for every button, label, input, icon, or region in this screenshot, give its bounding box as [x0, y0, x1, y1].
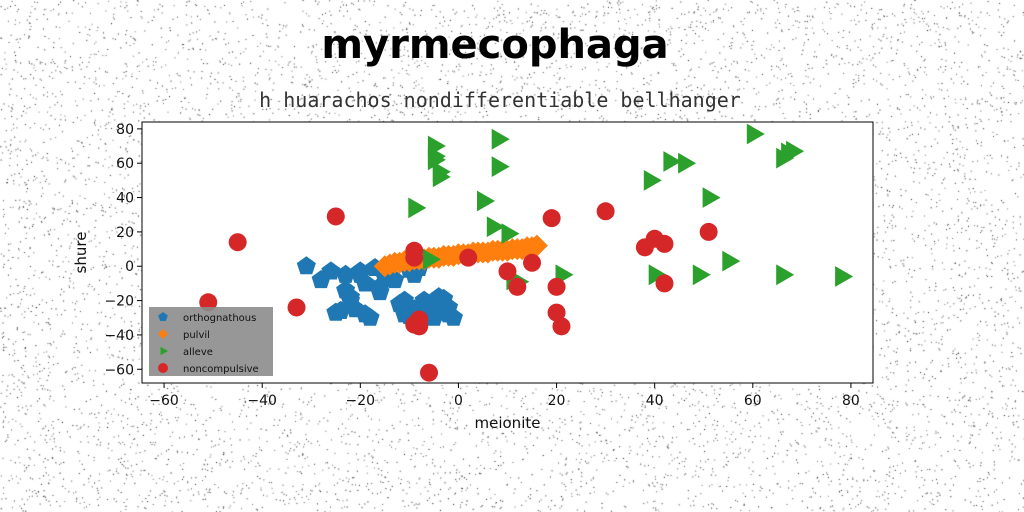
plot-marks — [199, 123, 854, 382]
x-tick-label: 80 — [842, 393, 860, 409]
data-point — [321, 261, 341, 280]
data-point — [491, 128, 510, 150]
y-axis-label: shure — [72, 232, 90, 274]
legend-marker — [158, 329, 168, 339]
data-point — [420, 363, 439, 382]
data-point — [776, 264, 795, 286]
data-point — [405, 248, 424, 267]
data-point — [655, 274, 674, 293]
data-point — [678, 152, 697, 174]
data-point — [287, 298, 306, 317]
legend-marker — [160, 346, 168, 356]
data-point — [699, 222, 718, 241]
data-point — [663, 151, 682, 172]
legend-marker — [158, 312, 168, 321]
legend: orthognathous pulvil alleve noncompulsive — [149, 307, 273, 376]
data-point — [746, 123, 765, 145]
series-noncompulsive — [199, 202, 718, 382]
data-point — [370, 282, 390, 301]
data-point — [326, 302, 346, 321]
data-point — [459, 248, 478, 267]
x-axis-ticks: −60 −40 −20 0 20 40 60 80 — [149, 383, 860, 409]
data-point — [501, 223, 520, 244]
data-point — [423, 249, 441, 270]
data-point — [523, 253, 542, 272]
data-point — [341, 290, 360, 309]
data-point — [702, 187, 721, 208]
data-point — [552, 317, 571, 336]
y-tick-label: 80 — [116, 122, 134, 138]
data-point — [355, 304, 375, 323]
data-point — [491, 156, 510, 177]
y-tick-label: −60 — [104, 362, 134, 378]
data-point — [643, 170, 662, 191]
data-point — [434, 297, 454, 316]
data-point — [547, 277, 566, 296]
data-point — [395, 290, 414, 309]
data-point — [350, 261, 370, 280]
y-tick-label: 60 — [116, 156, 134, 172]
data-point — [692, 264, 711, 286]
data-point — [296, 256, 316, 275]
data-point — [405, 315, 424, 334]
data-point — [786, 140, 805, 162]
data-point — [427, 149, 446, 171]
chart-title: myrmecophaga — [321, 22, 669, 68]
data-point — [486, 216, 505, 238]
data-point — [596, 202, 615, 221]
x-tick-label: 0 — [454, 393, 463, 409]
y-tick-label: −20 — [104, 294, 134, 310]
data-point — [722, 250, 741, 272]
legend-marker — [158, 363, 168, 373]
data-point — [498, 262, 517, 281]
x-tick-label: −60 — [149, 393, 179, 409]
y-tick-label: 20 — [116, 225, 134, 241]
data-point — [432, 166, 451, 188]
data-point — [542, 209, 561, 228]
data-point — [228, 233, 247, 252]
x-tick-label: 40 — [646, 393, 664, 409]
legend-entry: orthognathous — [183, 313, 256, 324]
plot-frame — [141, 121, 874, 384]
data-point — [336, 264, 356, 283]
x-tick-label: −40 — [247, 393, 277, 409]
legend-entry: noncompulsive — [183, 364, 259, 375]
data-point — [199, 293, 218, 312]
data-point — [547, 303, 566, 322]
legend-entry: alleve — [183, 347, 213, 358]
data-point — [648, 264, 667, 286]
legend-box — [149, 307, 273, 376]
y-axis-ticks: −60 −40 −20 0 20 40 60 80 — [104, 122, 142, 378]
chart-subtitle: h huarachos nondifferentiable bellhanger — [259, 88, 741, 112]
data-point — [408, 197, 427, 219]
data-point — [508, 277, 527, 296]
legend-entry: pulvil — [183, 330, 210, 341]
y-tick-label: 40 — [116, 191, 134, 207]
x-axis-label: meionite — [475, 414, 541, 432]
data-point — [655, 234, 674, 253]
data-point — [477, 190, 495, 212]
data-point — [525, 234, 548, 257]
y-tick-label: −40 — [104, 328, 134, 344]
x-tick-label: −20 — [346, 393, 376, 409]
x-tick-label: 60 — [744, 393, 762, 409]
data-point — [835, 266, 854, 287]
x-tick-label: 20 — [548, 393, 566, 409]
y-tick-label: 0 — [125, 259, 134, 275]
series-alleve — [408, 123, 854, 293]
data-point — [326, 207, 345, 226]
